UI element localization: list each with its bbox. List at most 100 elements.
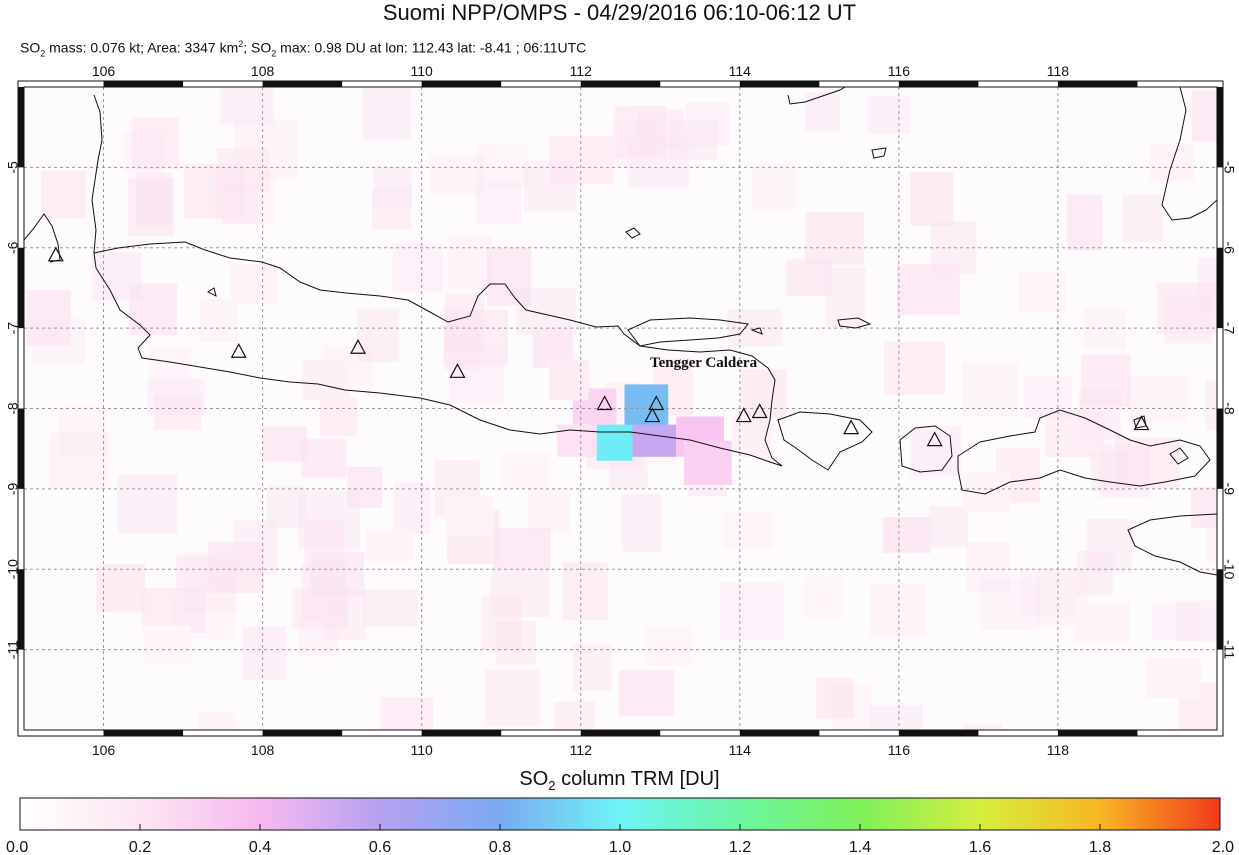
noise-pixel — [910, 171, 954, 226]
map-title: Suomi NPP/OMPS - 04/29/2016 06:10-06:12 … — [382, 0, 857, 25]
lon-tick-label-bottom: 108 — [251, 742, 275, 758]
island-bawean — [871, 147, 887, 159]
noise-pixel — [1076, 551, 1114, 596]
noise-pixel — [786, 259, 833, 297]
border-segment-left — [18, 408, 24, 489]
so2-pixel — [1145, 657, 1202, 698]
noise-pixel — [752, 163, 796, 211]
noise-pixel — [184, 163, 245, 219]
border-segment-left — [18, 569, 24, 650]
volcano-triangle-icon — [449, 363, 466, 378]
lat-tick-label-right: -11 — [1221, 640, 1237, 659]
volcano-triangle-icon — [644, 407, 661, 423]
island-kangean — [837, 317, 872, 329]
noise-pixel — [963, 724, 1002, 730]
so2-pixel — [883, 517, 931, 554]
noise-pixel — [448, 235, 493, 290]
mass-text: mass: 0.076 kt; Area: 3347 km — [45, 39, 239, 56]
noise-pixel — [1067, 194, 1103, 251]
colorbar-tick-label: 0.0 — [6, 839, 28, 855]
noise-pixel — [197, 712, 236, 730]
noise-pixel — [199, 298, 238, 342]
lon-tick-label-bottom: 110 — [411, 742, 434, 758]
noise-pixel — [380, 697, 434, 730]
map-outer-border — [17, 80, 1224, 737]
noise-pixel — [804, 92, 841, 132]
noise-pixel — [484, 669, 541, 727]
noise-pixel — [549, 135, 614, 185]
lat-tick-label-left: -8 — [5, 402, 21, 415]
border-segment-top — [103, 81, 184, 87]
colorbar-tick-label: 0.4 — [249, 839, 271, 855]
noise-pixel — [685, 102, 731, 147]
colorbar-tick-label: 1.6 — [969, 839, 991, 855]
noise-pixel — [477, 145, 529, 187]
noise-pixel — [429, 154, 486, 194]
noise-pixel — [1192, 90, 1217, 142]
noise-pixel — [1122, 194, 1163, 243]
island-seribu — [207, 287, 217, 297]
noise-pixel — [740, 369, 787, 419]
noise-pixel — [234, 119, 298, 179]
noise-pixel — [869, 705, 924, 730]
volcano-triangle-icon — [735, 407, 752, 423]
coastline-sumatra — [24, 213, 61, 263]
volcano-triangle-icon — [1133, 415, 1150, 431]
colorbar-tick-label: 1.8 — [1089, 839, 1111, 855]
coastline-java-south — [93, 252, 783, 467]
so2-pixel — [644, 625, 693, 666]
map-subtitle: SO2 mass: 0.076 kt; Area: 3347 km2; SO2 … — [20, 35, 586, 62]
lon-tick-label-bottom: 106 — [92, 742, 116, 758]
noise-pixel — [668, 120, 718, 160]
noise-pixel — [527, 487, 571, 534]
noise-pixel — [831, 684, 872, 730]
border-segment-bottom — [580, 730, 661, 736]
noise-pixel — [347, 467, 383, 508]
so2-subscript-2: 2 — [271, 48, 277, 59]
noise-pixel — [475, 182, 521, 224]
noise-pixel — [869, 583, 927, 636]
lat-tick-label-left: -5 — [5, 161, 21, 174]
so2-pixel — [143, 625, 191, 666]
lat-tick-label-right: -9 — [1221, 483, 1237, 496]
lon-tick-label-bottom: 116 — [888, 742, 911, 758]
volcano-triangle-icon — [926, 431, 943, 447]
so2-pixel — [1018, 271, 1066, 313]
lat-tick-label-left: -7 — [5, 322, 21, 335]
noise-pixel — [487, 247, 532, 306]
border-segment-right — [1217, 569, 1223, 650]
so2-pixel — [548, 360, 589, 401]
noise-pixel — [49, 432, 109, 489]
coastline-sumba — [1127, 513, 1217, 576]
noise-pixel — [966, 542, 1010, 592]
border-segment-bottom — [898, 730, 979, 736]
noise-pixel — [1083, 308, 1127, 350]
coastline-java-north — [93, 241, 783, 467]
noise-pixel — [929, 506, 969, 548]
noise-pixel — [122, 131, 164, 174]
coastline-sumatra-west — [91, 94, 103, 254]
noise-pixel — [723, 512, 774, 550]
so2-pixel — [501, 452, 549, 489]
noise-pixel — [363, 589, 418, 627]
coastline-madura — [627, 317, 749, 347]
noise-pixel — [233, 520, 278, 576]
noise-pixel — [267, 485, 306, 529]
noise-pixel — [142, 587, 205, 633]
noise-pixel — [961, 362, 1018, 417]
noise-pixel — [1045, 411, 1105, 458]
area-unit-superscript: 2 — [238, 39, 244, 49]
lon-tick-label-top: 112 — [570, 63, 593, 79]
lon-tick-label-bottom: 118 — [1047, 742, 1070, 758]
coastline-sulawesi — [1161, 87, 1217, 221]
lon-tick-label-bottom: 114 — [729, 742, 752, 758]
noise-pixel — [562, 562, 608, 621]
lon-tick-label-top: 116 — [888, 63, 911, 79]
lon-tick-label-top: 106 — [92, 63, 116, 79]
volcano-triangle-icon — [843, 419, 860, 435]
noise-pixel — [26, 290, 71, 346]
coastline-lombok — [899, 425, 953, 473]
island-madura-east — [750, 327, 763, 335]
colorbar-tick-label: 1.0 — [609, 839, 631, 855]
